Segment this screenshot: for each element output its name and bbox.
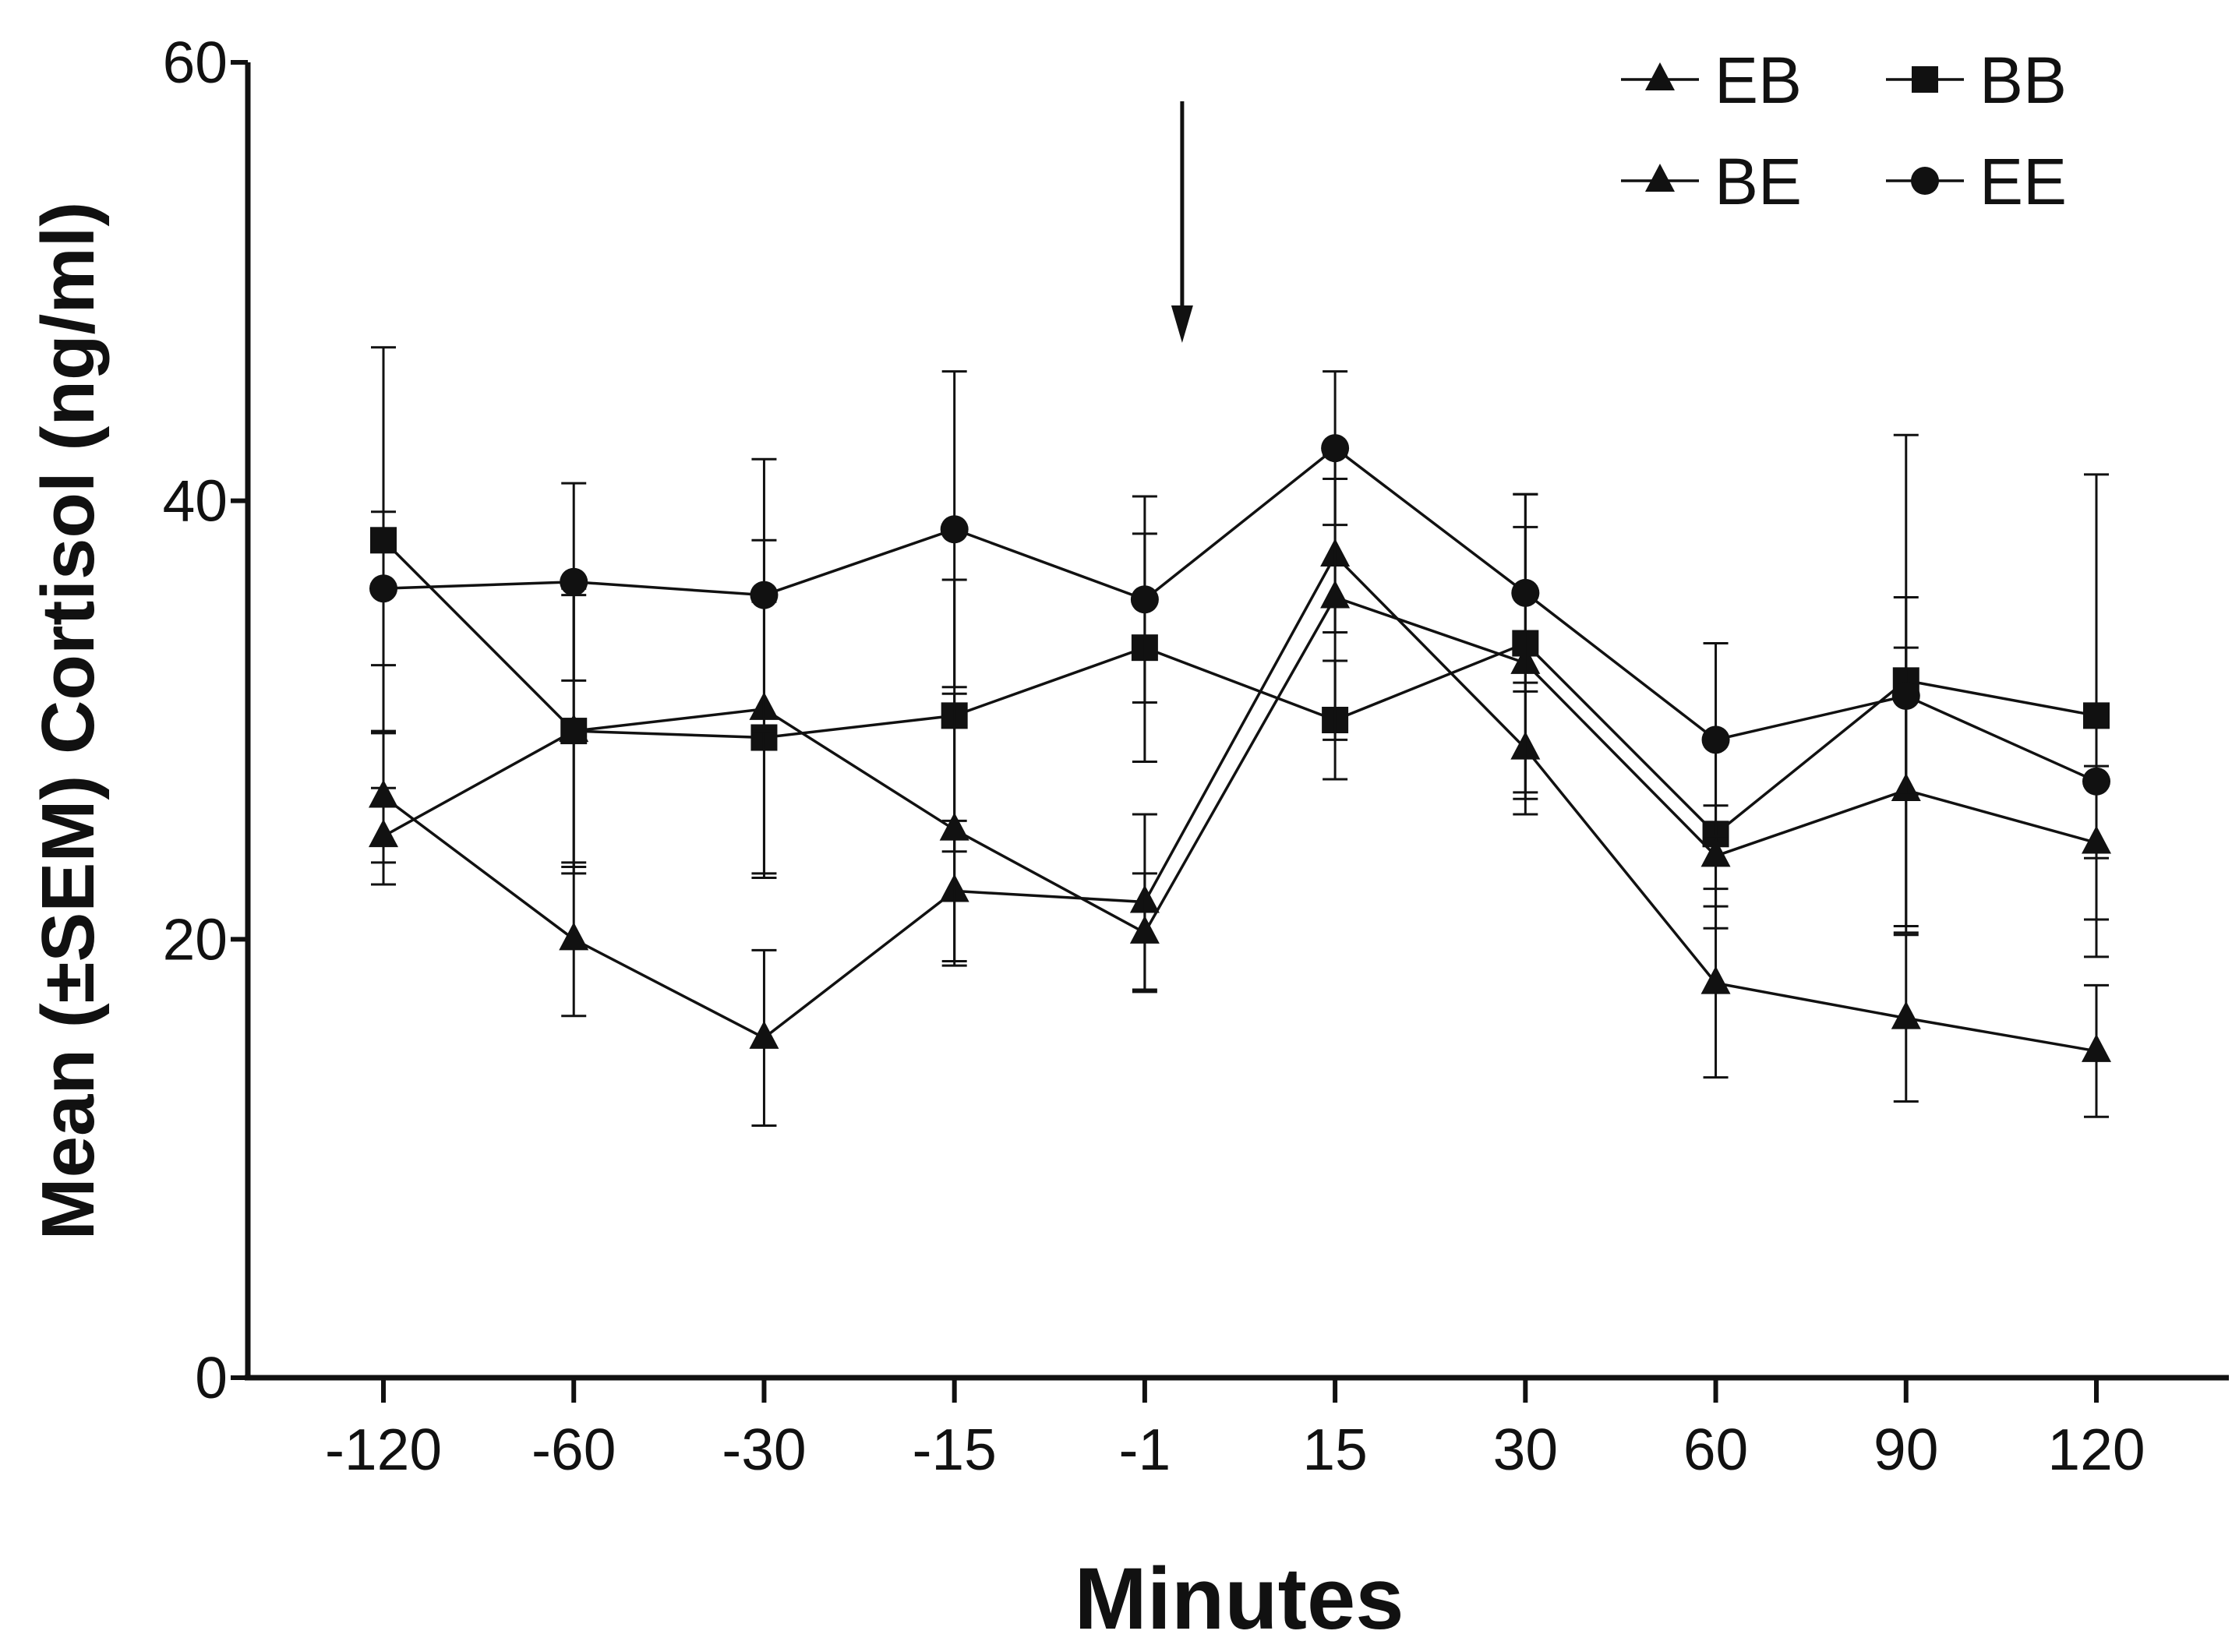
y-ticks: 0 20 40 60 — [163, 30, 248, 1410]
data-point-ee — [1891, 682, 1920, 711]
x-tick-label: -15 — [912, 1417, 996, 1482]
y-tick-label: 60 — [163, 30, 228, 95]
data-point-eb — [2082, 1033, 2111, 1062]
legend-item-be: BE — [1621, 145, 1802, 218]
data-point-ee — [1701, 725, 1730, 754]
legend-item-ee: EE — [1886, 145, 2067, 218]
data-point-ee — [750, 581, 779, 609]
data-point-be — [939, 812, 969, 841]
x-tick-label: -120 — [325, 1417, 442, 1482]
data-point-eb — [1891, 1001, 1921, 1029]
legend-marker-be — [1645, 164, 1675, 192]
data-point-ee — [1511, 578, 1540, 607]
data-point-be — [1129, 915, 1160, 944]
series-eb — [369, 478, 2111, 1127]
legend-marker-eb — [1645, 62, 1675, 90]
x-tick-label: -30 — [722, 1417, 806, 1482]
legend-label-ee: EE — [1979, 145, 2067, 218]
series-line-bb — [382, 539, 2097, 836]
series-line-eb — [382, 553, 2097, 1053]
data-point-ee — [940, 515, 969, 544]
data-point-ee — [1321, 434, 1350, 463]
series-layer — [369, 346, 2111, 1127]
series-line-be — [383, 595, 2097, 935]
legend: EB BB BE EE — [1621, 44, 2067, 218]
annotation-arrow — [1171, 101, 1193, 343]
data-point-be — [369, 819, 398, 848]
data-point-be — [1700, 838, 1731, 867]
data-point-be — [559, 714, 589, 743]
x-tick-label: -1 — [1119, 1417, 1171, 1482]
data-point-ee — [560, 567, 588, 596]
x-axis-label: Minutes — [1074, 1550, 1404, 1647]
series-ee — [369, 370, 2110, 860]
legend-marker-bb — [1912, 66, 1938, 93]
data-point-ee — [2082, 767, 2110, 796]
data-point-be — [1320, 580, 1351, 609]
x-ticks: -120 -60 -30 -15 -1 15 30 60 90 120 — [325, 1378, 2145, 1482]
x-tick-label: 15 — [1302, 1417, 1367, 1482]
arrow-head — [1171, 305, 1193, 343]
legend-item-eb: EB — [1621, 44, 1802, 117]
x-tick-label: -60 — [531, 1417, 616, 1482]
y-tick-label: 20 — [163, 906, 228, 972]
axes-layer — [245, 62, 2229, 1381]
series-line-ee — [383, 446, 2097, 783]
x-tick-label: 60 — [1683, 1417, 1748, 1482]
x-tick-label: 120 — [2047, 1417, 2145, 1482]
y-tick-label: 0 — [195, 1345, 228, 1410]
data-point-ee — [369, 574, 397, 603]
data-point-eb — [559, 922, 589, 951]
y-axis-label: Mean (±SEM) Cortisol (ng/ml) — [26, 202, 110, 1241]
data-point-eb — [1700, 965, 1731, 994]
legend-label-eb: EB — [1715, 44, 1802, 117]
x-tick-label: 90 — [1873, 1417, 1938, 1482]
legend-label-bb: BB — [1979, 44, 2067, 117]
data-point-eb — [749, 1020, 779, 1049]
x-tick-label: 30 — [1493, 1417, 1558, 1482]
data-point-ee — [1130, 585, 1159, 614]
legend-marker-ee — [1911, 167, 1939, 195]
y-tick-label: 40 — [163, 468, 228, 534]
legend-item-bb: BB — [1886, 44, 2067, 117]
series-bb — [370, 346, 2110, 958]
series-be — [369, 454, 2111, 994]
legend-label-be: BE — [1715, 145, 1802, 218]
